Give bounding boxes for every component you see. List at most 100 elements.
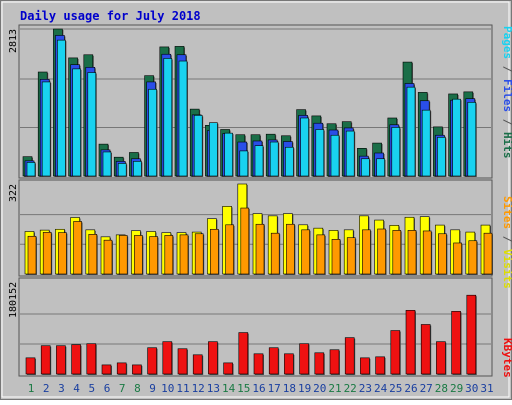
- bar-sites-day-6: [103, 239, 113, 275]
- bar-kbytes-day-9: [147, 347, 157, 375]
- bar-kbytes-day-28: [436, 341, 446, 375]
- bar-kbytes-day-16: [253, 353, 264, 375]
- legend-part: Visits: [501, 249, 512, 289]
- legend-sites-visits: Sites / Visits: [501, 196, 512, 289]
- bar-sites-day-8: [134, 235, 143, 275]
- x-tick-label-day-22: 22: [344, 382, 357, 395]
- bar-pages-day-27: [421, 109, 431, 177]
- bar-kbytes-day-25: [390, 330, 401, 375]
- bar-pages-day-13: [209, 122, 218, 177]
- legend-part: Sites: [501, 196, 512, 229]
- x-tick-label-day-4: 4: [73, 382, 80, 395]
- x-axis-labels: 1 2 3 4 5 6 7 8 9 10 11 12 13 14 15 16 17 18 19 20 21 22 23 24 2…: [28, 382, 494, 395]
- bar-sites-day-17: [270, 232, 280, 275]
- bar-kbytes-day-21: [329, 349, 340, 375]
- x-tick-label-day-2: 2: [43, 382, 50, 395]
- bar-kbytes-day-13: [208, 341, 218, 375]
- bar-kbytes-day-22: [344, 337, 355, 375]
- x-tick-label-day-7: 7: [119, 382, 126, 395]
- bar-kbytes-day-20: [314, 352, 325, 375]
- legend-part: Pages: [501, 26, 512, 59]
- bar-kbytes-day-7: [116, 362, 127, 375]
- x-tick-label-day-31: 31: [480, 382, 493, 395]
- bar-sites-day-7: [118, 235, 128, 275]
- bar-pages-day-21: [330, 134, 340, 177]
- x-tick-label-day-25: 25: [389, 382, 402, 395]
- x-tick-label-day-19: 19: [298, 382, 311, 395]
- bar-pages-day-18: [285, 146, 294, 177]
- bar-sites-day-1: [27, 235, 37, 275]
- bar-sites-day-5: [88, 234, 98, 275]
- bar-pages-day-30: [467, 102, 477, 177]
- bar-sites-day-30: [468, 240, 478, 275]
- x-tick-label-day-9: 9: [149, 382, 156, 395]
- x-tick-label-day-21: 21: [328, 382, 341, 395]
- bar-sites-day-25: [392, 230, 402, 275]
- bar-pages-day-22: [345, 130, 355, 177]
- bar-kbytes-day-4: [71, 344, 81, 375]
- x-tick-label-day-27: 27: [420, 382, 433, 395]
- bar-pages-day-1: [26, 162, 36, 177]
- legend-part: /: [501, 229, 512, 249]
- x-tick-label-day-11: 11: [176, 382, 189, 395]
- bar-kbytes-day-23: [360, 357, 370, 375]
- bar-sites-day-19: [301, 229, 310, 275]
- bar-sites-day-9: [149, 236, 158, 275]
- x-tick-label-day-13: 13: [207, 382, 220, 395]
- bar-pages-day-9: [148, 88, 157, 177]
- bar-kbytes-day-29: [451, 311, 461, 375]
- bar-pages-day-14: [224, 132, 233, 177]
- bar-pages-day-3: [57, 39, 66, 177]
- bar-sites-day-22: [346, 237, 356, 275]
- x-tick-label-day-14: 14: [222, 382, 236, 395]
- x-tick-label-day-17: 17: [268, 382, 281, 395]
- bar-pages-day-19: [300, 117, 309, 177]
- legend-kbytes: KBytes: [501, 338, 512, 378]
- bar-sites-day-14: [225, 224, 234, 275]
- bar-sites-day-18: [286, 223, 295, 275]
- bar-pages-day-5: [87, 72, 97, 177]
- bar-pages-day-25: [391, 127, 401, 177]
- bar-pages-day-26: [406, 86, 416, 177]
- bar-pages-day-7: [117, 163, 127, 177]
- legend-part: /: [501, 112, 512, 132]
- bar-sites-day-26: [407, 230, 417, 275]
- chart-title: Daily usage for July 2018: [20, 9, 201, 23]
- bar-sites-day-24: [377, 228, 386, 275]
- bar-sites-day-13: [210, 228, 219, 275]
- bar-sites-day-21: [331, 239, 341, 275]
- bar-kbytes-day-27: [420, 324, 431, 375]
- x-tick-label-day-29: 29: [450, 382, 463, 395]
- bar-pages-day-23: [361, 158, 370, 177]
- bar-sites-day-10: [164, 235, 174, 275]
- legend-pages-files-hits: Pages / Files / Hits: [501, 26, 512, 159]
- legend-part: Files: [501, 79, 512, 112]
- bar-kbytes-day-3: [56, 345, 66, 375]
- x-tick-label-day-6: 6: [104, 382, 111, 395]
- x-tick-label-day-15: 15: [237, 382, 250, 395]
- bar-sites-day-15: [240, 207, 250, 275]
- legend-part: /: [501, 59, 512, 79]
- bar-kbytes-day-1: [25, 357, 36, 375]
- bar-kbytes-day-19: [299, 343, 309, 375]
- bar-pages-day-4: [72, 68, 81, 177]
- bar-pages-day-16: [254, 145, 264, 177]
- bar-sites-day-23: [362, 229, 371, 275]
- bar-kbytes-day-30: [466, 294, 477, 375]
- panel-mid-ymax-label: 322: [8, 184, 19, 202]
- bar-kbytes-day-2: [40, 345, 51, 375]
- bar-pages-day-24: [376, 158, 385, 177]
- bar-pages-day-20: [315, 129, 325, 177]
- bars-top: [20, 28, 491, 178]
- bars-mid: [20, 183, 493, 275]
- bar-sites-day-31: [483, 232, 493, 275]
- x-tick-label-day-8: 8: [134, 382, 141, 395]
- bar-kbytes-day-6: [101, 364, 112, 375]
- bar-kbytes-day-14: [223, 362, 233, 375]
- x-tick-label-day-10: 10: [161, 382, 174, 395]
- bar-pages-day-11: [178, 60, 188, 177]
- panel-top-ymax-label: 2813: [8, 29, 19, 53]
- bar-kbytes-day-10: [162, 341, 173, 375]
